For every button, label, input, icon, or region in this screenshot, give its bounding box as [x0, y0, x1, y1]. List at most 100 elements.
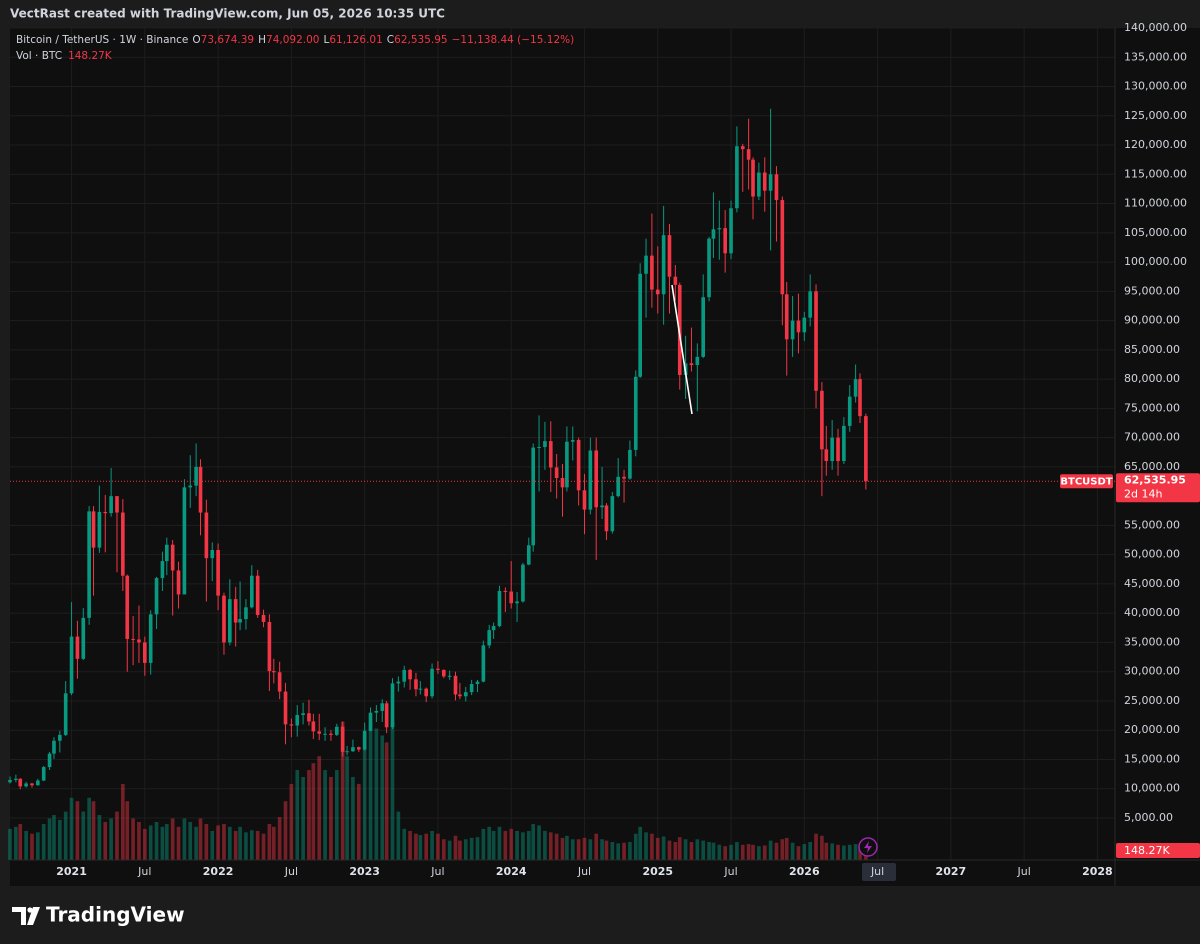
- x-tick-label: Jul: [870, 865, 884, 878]
- candle-body: [228, 599, 232, 643]
- volume-legend: Vol · BTC 148.27K: [16, 50, 113, 62]
- volume-bar: [458, 840, 462, 860]
- x-tick-label: Jul: [723, 865, 737, 878]
- candle-body: [565, 441, 569, 488]
- candle-body: [746, 149, 751, 160]
- y-tick-label: 85,000.00: [1124, 343, 1180, 356]
- volume-bar: [131, 818, 135, 860]
- volume-bar: [858, 846, 862, 860]
- volume-bar: [576, 839, 581, 860]
- y-tick-label: 125,000.00: [1124, 109, 1187, 122]
- volume-bar: [667, 840, 672, 860]
- candle-body: [707, 238, 711, 298]
- candle-body: [762, 172, 767, 191]
- candle-body: [283, 691, 288, 725]
- candle-body: [424, 688, 429, 697]
- volume-bar: [115, 811, 119, 860]
- volume-bar: [402, 828, 407, 860]
- y-tick-label: 135,000.00: [1124, 50, 1187, 63]
- x-tick-label: Jul: [137, 865, 151, 878]
- volume-bar: [380, 735, 385, 860]
- volume-bar: [683, 839, 688, 860]
- candle-body: [570, 439, 575, 442]
- volume-bar: [323, 770, 327, 860]
- volume-bar: [746, 844, 751, 860]
- candle-body: [323, 733, 327, 735]
- candle-body: [87, 511, 91, 618]
- volume-bar: [261, 833, 266, 860]
- candle-body: [255, 575, 260, 615]
- volume-bar: [616, 843, 621, 860]
- volume-bar: [735, 842, 739, 860]
- volume-bar: [497, 826, 502, 860]
- candle-body: [650, 255, 654, 290]
- candle-body: [774, 174, 779, 201]
- volume-bar: [762, 845, 767, 860]
- candle-body: [784, 294, 789, 340]
- volume-bar: [594, 833, 599, 860]
- symbol-tag-bg: [1060, 474, 1113, 489]
- volume-bar: [154, 821, 159, 860]
- candle-body: [543, 441, 547, 447]
- candle-body: [808, 291, 812, 318]
- alert-icon: [858, 837, 878, 857]
- volume-bar: [469, 837, 474, 860]
- candle-body: [768, 174, 773, 191]
- volume-layer: [8, 721, 868, 860]
- candle-body: [836, 437, 840, 462]
- volume-bar: [63, 811, 68, 860]
- candle-body: [125, 575, 130, 639]
- volume-bar: [628, 842, 632, 860]
- open-key: O: [192, 34, 200, 46]
- candle-body: [582, 490, 587, 510]
- volume-bar: [711, 842, 716, 860]
- y-tick-label: 105,000.00: [1124, 226, 1187, 239]
- y-tick-label: 10,000.00: [1124, 782, 1180, 795]
- volume-bar: [334, 770, 339, 860]
- candle-body: [345, 751, 349, 753]
- candle-body: [729, 208, 733, 254]
- candle-body: [824, 449, 829, 462]
- candle-body: [233, 599, 238, 623]
- candle-body: [796, 320, 801, 333]
- candle-body: [396, 681, 401, 684]
- y-tick-label: 50,000.00: [1124, 548, 1180, 561]
- volume-bar: [301, 777, 305, 860]
- volume-bar: [633, 833, 638, 860]
- volume-bar: [521, 832, 525, 860]
- candle-body: [222, 595, 226, 643]
- volume-bar: [430, 830, 434, 860]
- volume-bar: [853, 844, 858, 860]
- candle-body: [537, 446, 541, 448]
- header-text: VectRast created with TradingView.com, J…: [10, 7, 445, 21]
- volume-bar: [188, 821, 193, 860]
- candle-body: [340, 726, 345, 752]
- candle-layer: [8, 108, 868, 790]
- volume-bar: [723, 846, 727, 860]
- volume-bar: [784, 837, 789, 860]
- y-tick-label: 90,000.00: [1124, 314, 1180, 327]
- y-tick-label: 110,000.00: [1124, 197, 1187, 210]
- candle-body: [103, 511, 108, 514]
- candle-body: [842, 425, 846, 462]
- candle-body: [757, 172, 761, 197]
- volume-bar: [453, 835, 458, 860]
- volume-bar: [345, 756, 349, 860]
- volume-bar: [414, 833, 418, 860]
- volume-bar: [75, 801, 80, 860]
- volume-bar: [194, 826, 198, 860]
- candle-body: [594, 450, 599, 508]
- volume-bar: [570, 839, 575, 860]
- volume-bar: [182, 818, 187, 860]
- symbol-tag: BTCUSDT: [1060, 476, 1112, 487]
- volume-bar: [356, 783, 361, 860]
- volume-bar: [588, 839, 593, 860]
- high-value: 74,092.00: [266, 34, 319, 46]
- price-tag: 62,535.95: [1124, 473, 1186, 486]
- candle-body: [463, 692, 468, 697]
- volume-bar: [36, 832, 40, 860]
- volume-bar: [673, 842, 678, 860]
